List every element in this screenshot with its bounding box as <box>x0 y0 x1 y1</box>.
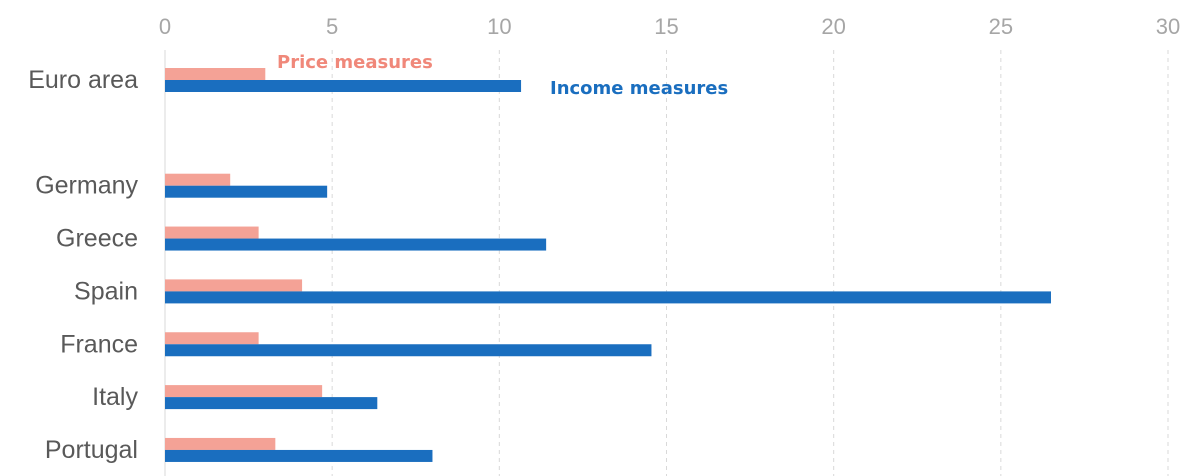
income-measures-bar <box>165 80 522 92</box>
category-label: France <box>60 330 138 358</box>
x-tick-label: 5 <box>326 14 338 39</box>
price-measures-bar <box>165 226 259 239</box>
category-labels: Euro area Germany Greece Spain France Italy Po… <box>28 66 138 464</box>
price-measures-bar <box>165 68 266 80</box>
income-measures-bar <box>165 449 433 462</box>
income-measures-bar <box>165 238 547 251</box>
legend-income-measures: Income measures <box>550 78 728 99</box>
income-measures-bar <box>165 344 652 357</box>
x-tick-label: 10 <box>487 14 511 39</box>
category-label: Italy <box>92 383 138 411</box>
category-label: Euro area <box>28 66 138 94</box>
category-label: Germany <box>35 172 138 200</box>
category-label: Portugal <box>45 436 138 464</box>
price-measures-bar <box>165 437 276 450</box>
x-tick-label: 15 <box>654 14 678 39</box>
price-measures-bar <box>165 279 303 292</box>
income-measures-bar <box>165 291 1051 304</box>
category-label: Spain <box>74 277 138 305</box>
x-tick-label: 0 <box>159 14 171 39</box>
legend: Price measures Income measures <box>277 52 728 99</box>
category-label: Greece <box>56 225 138 253</box>
x-axis: 0 5 10 15 20 25 30 <box>159 14 1180 39</box>
bars <box>165 68 1051 462</box>
gridlines <box>164 50 1169 476</box>
x-tick-label: 25 <box>989 14 1013 39</box>
income-measures-bar <box>165 185 328 198</box>
legend-price-measures: Price measures <box>277 52 433 73</box>
price-measures-bar <box>165 332 259 345</box>
price-measures-bar <box>165 385 323 398</box>
x-tick-label: 30 <box>1156 14 1180 39</box>
x-tick-label: 20 <box>821 14 845 39</box>
price-measures-bar <box>165 173 231 186</box>
income-measures-bar <box>165 397 378 410</box>
